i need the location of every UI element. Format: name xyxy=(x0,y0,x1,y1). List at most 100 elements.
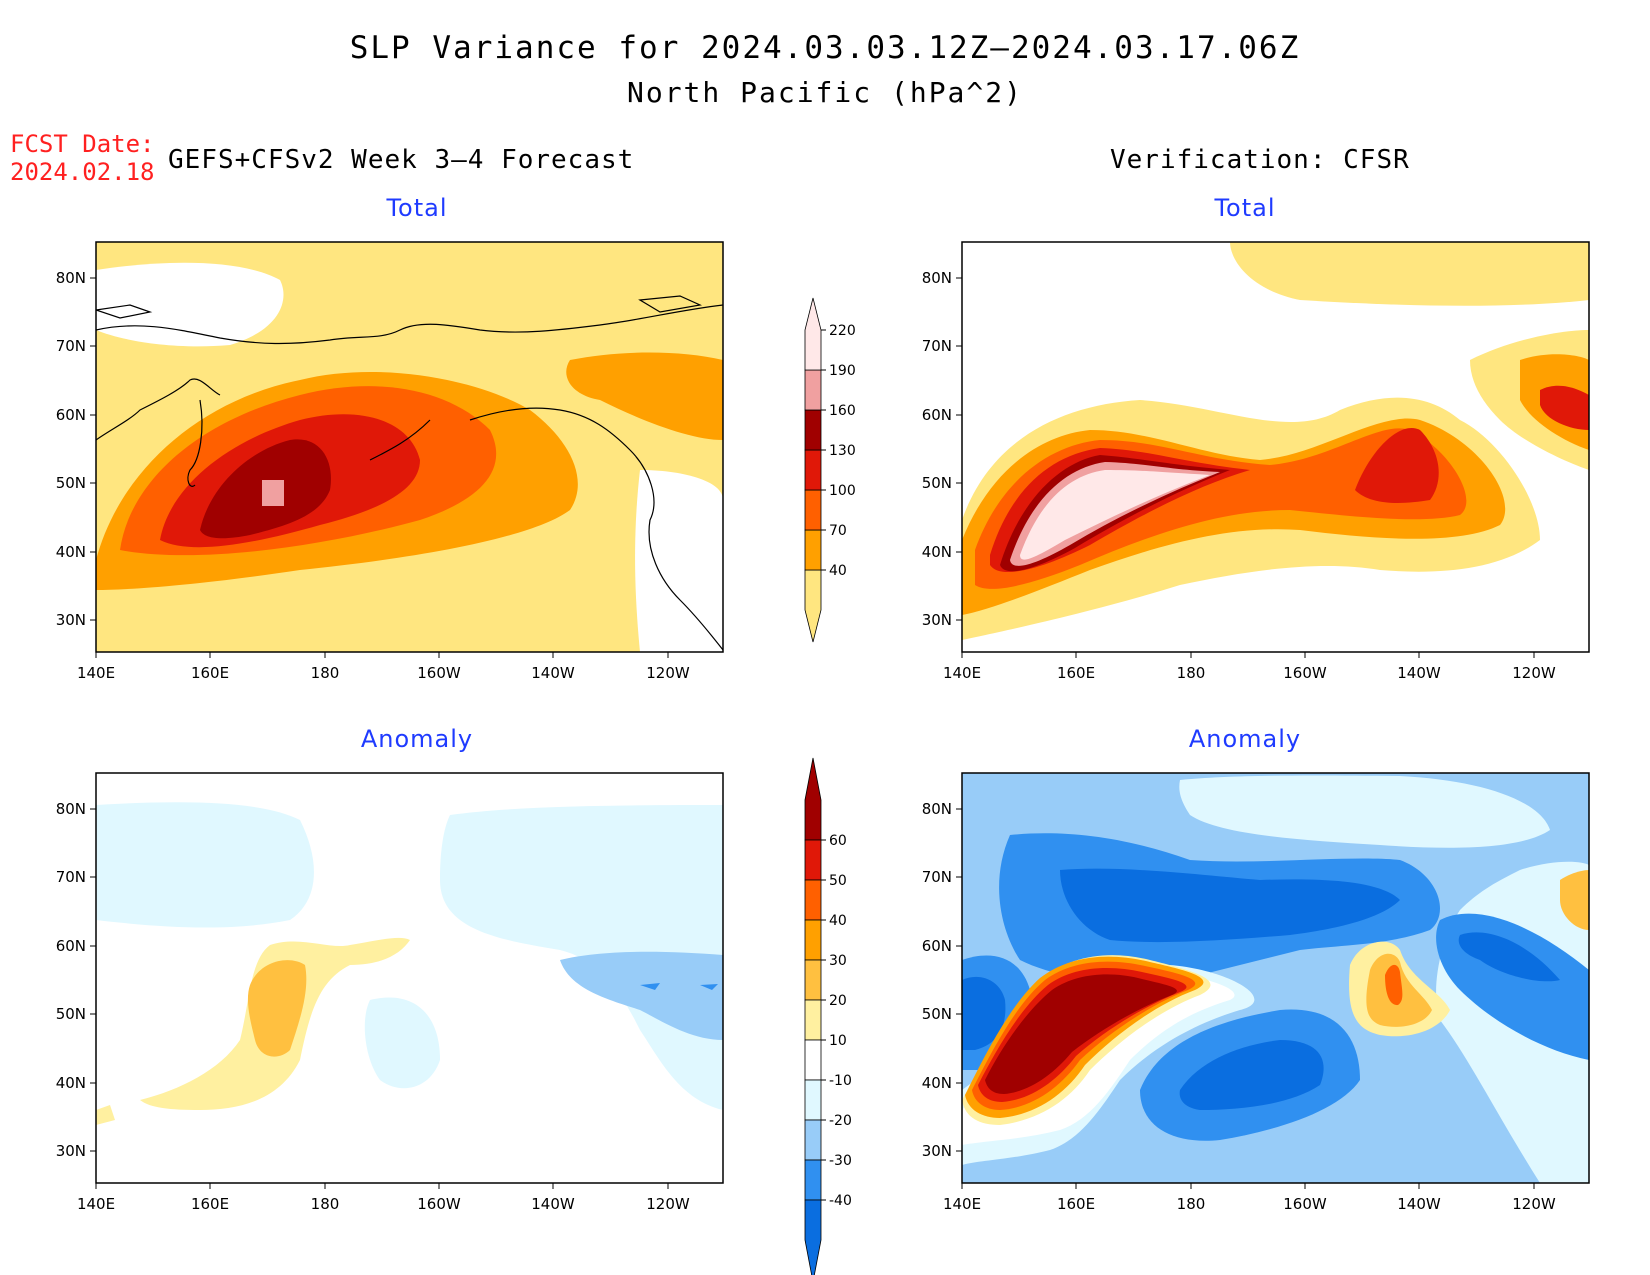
colorbar-total-label: 70 xyxy=(829,523,847,539)
map-axes: 80N 70N 60N 50N 40N 30N 140E 160E 180 160W 140W 120… xyxy=(56,269,1556,1213)
fcst-date: 2024.02.18 xyxy=(10,158,155,186)
frame-verification-anomaly xyxy=(961,772,1590,1184)
lat-tick-label: 30N xyxy=(56,1142,86,1160)
lon-tick-label: 140W xyxy=(531,1195,575,1213)
panel-title-total-forecast: Total xyxy=(386,194,448,222)
lon-tick-label: 140W xyxy=(1397,1195,1441,1213)
colorbar-total-segment xyxy=(804,297,822,371)
colorbar-anomaly-label: 10 xyxy=(829,1033,847,1049)
lat-tick-label: 50N xyxy=(922,1005,952,1023)
colorbar-anomaly-segment xyxy=(804,959,822,1001)
lon-tick-label: 120W xyxy=(1512,664,1556,682)
colorbar-total-segment xyxy=(804,409,822,451)
lon-tick-label: 140E xyxy=(943,1195,981,1213)
colorbar-total-segment xyxy=(804,489,822,531)
lon-tick-label: 120W xyxy=(1512,1195,1556,1213)
lat-tick-label: 30N xyxy=(922,611,952,629)
lon-tick-label: 140E xyxy=(77,664,115,682)
field-low-region xyxy=(96,262,284,347)
coastlines xyxy=(96,295,723,651)
lon-tick-label: 160W xyxy=(417,664,461,682)
lon-tick-label: 180 xyxy=(1177,1195,1206,1213)
lat-tick-label: 70N xyxy=(922,868,952,886)
colorbar-anomaly-label: -30 xyxy=(829,1153,852,1169)
colorbar-anomaly-segment xyxy=(804,999,822,1041)
lon-tick-label: 120W xyxy=(646,664,690,682)
lon-tick-label: 180 xyxy=(311,664,340,682)
colorbar-anomaly-segment xyxy=(804,879,822,921)
colorbar-anomaly-segment xyxy=(804,839,822,881)
colorbar-total-label: 190 xyxy=(829,363,856,379)
map-forecast-total xyxy=(96,242,723,652)
lat-tick-label: 30N xyxy=(56,611,86,629)
frame-forecast-total xyxy=(95,241,724,653)
colorbar-anomaly-label: 60 xyxy=(829,833,847,849)
panel-title-total-verification: Total xyxy=(1214,194,1276,222)
lon-tick-label: 140W xyxy=(531,664,575,682)
colorbar-total: 40 70 100 130 160 190 220 xyxy=(804,297,856,643)
lon-tick-label: 180 xyxy=(1177,664,1206,682)
lon-tick-label: 180 xyxy=(311,1195,340,1213)
lat-tick-label: 60N xyxy=(56,937,86,955)
lon-tick-label: 140E xyxy=(943,664,981,682)
lat-tick-label: 70N xyxy=(56,337,86,355)
lat-tick-label: 40N xyxy=(922,1074,952,1092)
colorbar-anomaly-segment xyxy=(804,757,822,841)
lat-tick-label: 70N xyxy=(922,337,952,355)
main-subtitle: North Pacific (hPa^2) xyxy=(626,76,1023,109)
colorbar-anomaly-segment xyxy=(804,1119,822,1161)
map-verification-total xyxy=(962,242,1589,652)
lat-tick-label: 80N xyxy=(922,800,952,818)
colorbar-anomaly: 60 50 40 30 20 10 -10 -20 -30 -40 xyxy=(804,757,852,1275)
colorbar-anomaly-segment xyxy=(804,1159,822,1201)
colorbar-anomaly-label: 20 xyxy=(829,993,847,1009)
lat-tick-label: 50N xyxy=(56,474,86,492)
lat-tick-label: 80N xyxy=(922,269,952,287)
lon-tick-label: 120W xyxy=(646,1195,690,1213)
lat-tick-label: 40N xyxy=(922,543,952,561)
colorbar-total-segment xyxy=(804,529,822,571)
colorbar-anomaly-label: 30 xyxy=(829,953,847,969)
colorbar-total-segment xyxy=(804,569,822,643)
lon-tick-label: 160E xyxy=(1057,664,1095,682)
colorbar-anomaly-segment xyxy=(804,919,822,961)
lon-tick-label: 160E xyxy=(1057,1195,1095,1213)
colorbar-total-label: 220 xyxy=(829,323,856,339)
colorbar-anomaly-label: -20 xyxy=(829,1113,852,1129)
lon-tick-label: 140E xyxy=(77,1195,115,1213)
main-title: SLP Variance for 2024.03.03.12Z–2024.03.… xyxy=(349,30,1301,66)
colorbar-total-segment xyxy=(804,369,822,411)
colorbar-anomaly-label: -10 xyxy=(829,1073,852,1089)
lat-tick-label: 60N xyxy=(922,937,952,955)
lat-tick-label: 50N xyxy=(922,474,952,492)
colorbar-total-segment xyxy=(804,449,822,491)
lat-tick-label: 40N xyxy=(56,1074,86,1092)
fcst-label: FCST Date: xyxy=(10,130,155,158)
lat-tick-label: 70N xyxy=(56,868,86,886)
lat-tick-label: 60N xyxy=(56,406,86,424)
lat-tick-label: 80N xyxy=(56,269,86,287)
lat-tick-label: 40N xyxy=(56,543,86,561)
colorbar-anomaly-segment xyxy=(804,1039,822,1081)
panel-title-anomaly-verification: Anomaly xyxy=(1188,725,1302,753)
lat-tick-label: 50N xyxy=(56,1005,86,1023)
lon-tick-label: 160W xyxy=(417,1195,461,1213)
colorbar-total-label: 160 xyxy=(829,403,856,419)
lat-tick-label: 30N xyxy=(922,1142,952,1160)
lat-tick-label: 80N xyxy=(56,800,86,818)
colorbar-anomaly-label: 50 xyxy=(829,873,847,889)
colorbar-anomaly-segment xyxy=(804,1079,822,1121)
map-verification-anomaly xyxy=(962,773,1589,1183)
panel-title-anomaly-forecast: Anomaly xyxy=(360,725,474,753)
lon-tick-label: 160E xyxy=(191,664,229,682)
lon-tick-label: 140W xyxy=(1397,664,1441,682)
colorbar-total-label: 40 xyxy=(829,563,847,579)
colorbar-anomaly-label: 40 xyxy=(829,913,847,929)
lon-tick-label: 160W xyxy=(1283,664,1327,682)
lon-tick-label: 160E xyxy=(191,1195,229,1213)
lat-tick-label: 60N xyxy=(922,406,952,424)
frame-verification-total xyxy=(961,241,1590,653)
forecast-heading: GEFS+CFSv2 Week 3–4 Forecast xyxy=(168,145,635,175)
colorbar-total-label: 100 xyxy=(829,483,856,499)
